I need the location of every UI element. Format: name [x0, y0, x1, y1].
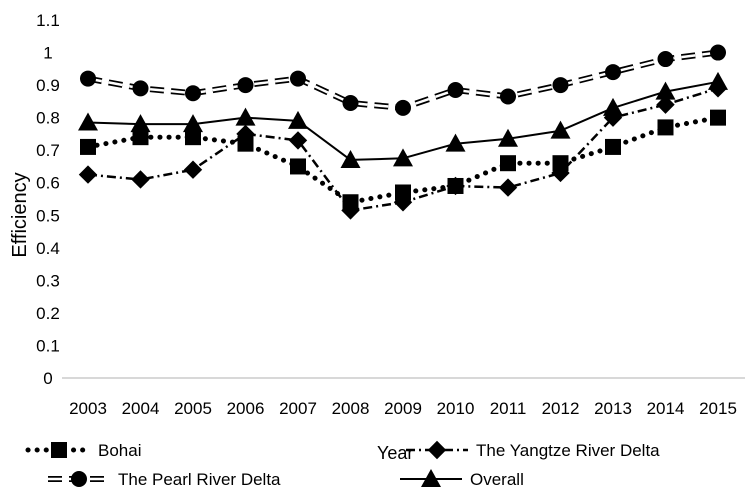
- legend-item: The Pearl River Delta: [48, 470, 281, 489]
- x-axis-title: Year: [377, 443, 413, 463]
- y-tick-label: 0.3: [36, 271, 60, 290]
- data-point-diamond: [288, 131, 308, 150]
- x-tick-label: 2014: [647, 399, 685, 418]
- x-tick-label: 2015: [699, 399, 737, 418]
- x-tick-label: 2009: [384, 399, 422, 418]
- data-point-diamond: [78, 165, 98, 184]
- x-tick-label: 2004: [122, 399, 160, 418]
- legend-label: The Pearl River Delta: [118, 470, 281, 489]
- x-axis-ticks: 2003 2004 2005 2006 2007 2008 2009 2010 2011 2012…: [69, 399, 737, 418]
- series-line-2: [87, 49, 719, 111]
- x-tick-label: 2003: [69, 399, 107, 418]
- y-tick-label: 0: [43, 369, 52, 388]
- x-tick-label: 2005: [174, 399, 212, 418]
- data-point-triangle: [183, 114, 203, 133]
- y-axis-ticks: 0 0.1 0.2 0.3 0.4 0.5 0.6 0.7 0.8 0.9 1 1.1: [36, 11, 60, 388]
- x-tick-label: 2012: [542, 399, 580, 418]
- x-tick-label: 2010: [437, 399, 475, 418]
- data-point-circle: [132, 80, 149, 97]
- data-point-triangle: [288, 110, 308, 129]
- legend-item: Overall: [400, 469, 524, 489]
- legend-swatch-diamond: [427, 440, 447, 460]
- data-point-circle: [605, 64, 621, 81]
- x-tick-label: 2006: [227, 399, 265, 418]
- legend-item: Bohai: [25, 441, 141, 460]
- data-point-circle: [185, 85, 201, 102]
- series-line-2: [87, 51, 719, 110]
- legend: Bohai The Yangtze River Delta The Pearl Ri…: [25, 440, 660, 489]
- data-point-triangle: [445, 133, 466, 152]
- data-point-triangle: [340, 149, 361, 168]
- data-point-triangle: [603, 97, 623, 116]
- y-tick-label: 0.7: [36, 141, 60, 160]
- x-tick-label: 2011: [490, 399, 527, 418]
- data-point-diamond: [498, 178, 518, 197]
- legend-swatch-triangle: [421, 469, 441, 487]
- data-point-square: [605, 138, 621, 155]
- data-point-square: [447, 177, 464, 194]
- data-point-square: [185, 129, 201, 146]
- data-point-diamond: [656, 95, 675, 114]
- data-point-circle: [710, 44, 726, 61]
- data-point-diamond: [183, 160, 203, 179]
- legend-item: The Yangtze River Delta: [406, 440, 660, 460]
- data-point-square: [552, 155, 569, 172]
- legend-label: Bohai: [98, 441, 141, 460]
- data-point-square: [132, 129, 149, 146]
- data-point-circle: [552, 77, 569, 94]
- data-point-square: [710, 109, 726, 126]
- y-axis-title: Efficiency: [9, 172, 31, 257]
- data-point-triangle: [655, 81, 676, 100]
- y-tick-label: 0.2: [36, 304, 60, 323]
- x-tick-label: 2007: [279, 399, 317, 418]
- data-point-circle: [290, 70, 306, 87]
- data-point-circle: [395, 99, 411, 116]
- legend-swatch-square: [51, 442, 67, 458]
- data-point-diamond: [131, 170, 150, 189]
- legend-label: The Yangtze River Delta: [476, 441, 660, 460]
- y-tick-label: 1: [43, 44, 52, 63]
- data-point-circle: [237, 77, 254, 94]
- data-point-square: [290, 158, 306, 175]
- data-point-circle: [500, 88, 516, 105]
- data-point-circle: [657, 51, 674, 68]
- y-tick-label: 0.4: [36, 239, 60, 258]
- data-point-circle: [447, 81, 464, 98]
- data-point-circle: [80, 70, 96, 87]
- y-tick-label: 0.5: [36, 206, 60, 225]
- x-tick-label: 2013: [594, 399, 632, 418]
- legend-swatch-circle: [71, 471, 87, 487]
- data-point-square: [500, 155, 516, 172]
- y-tick-label: 0.8: [36, 109, 60, 128]
- data-point-triangle: [498, 128, 518, 147]
- data-point-square: [657, 119, 674, 136]
- data-point-square: [237, 135, 254, 152]
- data-point-triangle: [78, 112, 98, 131]
- series-markers: [78, 44, 728, 220]
- y-tick-label: 0.1: [36, 336, 60, 355]
- data-point-diamond: [393, 193, 413, 212]
- x-tick-label: 2008: [332, 399, 370, 418]
- data-point-triangle: [393, 148, 413, 167]
- y-tick-label: 0.6: [36, 174, 60, 193]
- data-point-triangle: [550, 120, 571, 139]
- y-tick-label: 0.9: [36, 76, 60, 95]
- data-point-triangle: [708, 71, 728, 90]
- data-point-square: [342, 194, 359, 211]
- legend-label: Overall: [470, 470, 524, 489]
- data-point-square: [395, 184, 411, 201]
- data-point-circle: [342, 94, 359, 111]
- data-point-diamond: [236, 124, 255, 144]
- data-point-triangle: [130, 114, 151, 133]
- data-point-triangle: [235, 107, 256, 126]
- y-tick-label: 1.1: [36, 11, 60, 30]
- data-point-square: [80, 138, 96, 155]
